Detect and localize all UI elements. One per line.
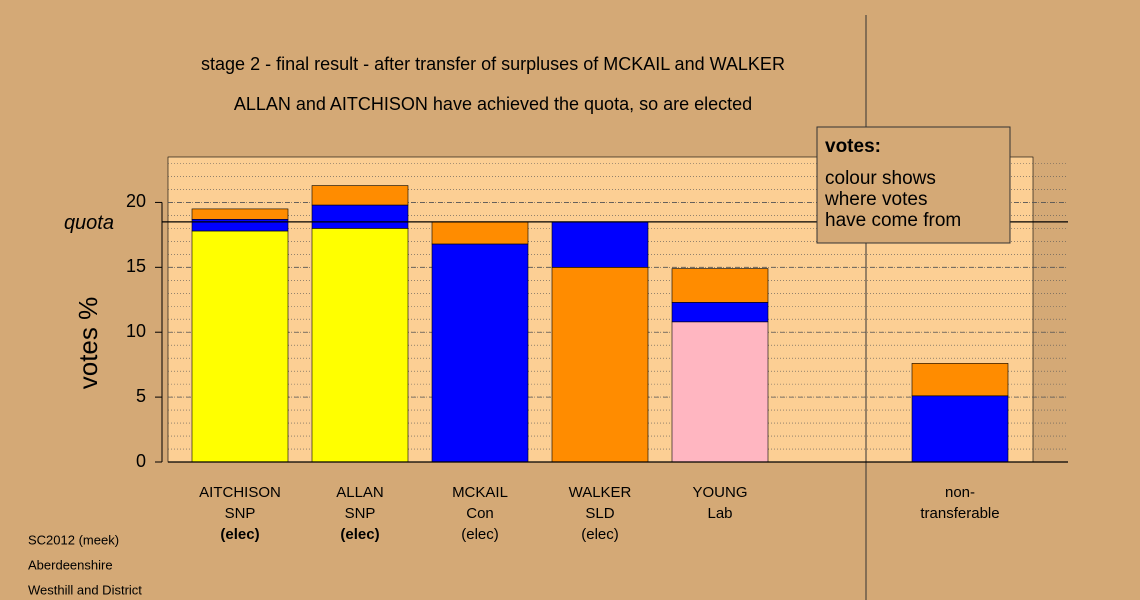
x-tick-label: ALLAN [336,484,384,501]
y-tick-label: 0 [136,451,146,471]
bar-segment [191,208,289,220]
chart-title: stage 2 - final result - after transfer … [201,54,785,74]
bar-segment [311,204,409,229]
y-tick-label: 5 [136,386,146,406]
bar-segment [311,185,409,206]
x-tick-label: Con [466,505,494,522]
chart-subtitle: ALLAN and AITCHISON have achieved the qu… [234,94,752,114]
plot: 0 5 10 15 20 AITCHISON SNP (elec) ALLAN SNP (elec)… [64,163,1068,543]
bar-segment [911,363,1009,397]
bar-segment [671,321,769,463]
bar-segment [311,228,409,463]
bar-segment [551,221,649,268]
x-tick-label: SNP [225,505,256,522]
y-tick-label: 20 [126,191,146,211]
bar-segment [671,302,769,323]
bar-segment [911,395,1009,463]
x-tick-label: SNP [345,505,376,522]
bar-segment [191,230,289,463]
footer-text: Westhill and District [28,582,142,597]
bar-segment [191,218,289,232]
legend-box [816,126,1011,244]
bar-segment [431,243,529,463]
legend-text: colour shows [825,168,936,189]
x-tick-label: transferable [920,505,999,522]
x-tick-status: (elec) [220,526,259,543]
y-axis-label: votes % [73,297,103,390]
bar-segment [671,268,769,303]
bar-segment [431,221,529,245]
x-tick-label: SLD [585,505,614,522]
y-tick-label: 10 [126,321,146,341]
x-tick-status: (elec) [581,526,619,543]
footer-text: SC2012 (meek) [28,532,119,547]
quota-label: quota [64,212,114,234]
x-tick-label: Lab [707,505,732,522]
footer-text: Aberdeenshire [28,557,113,572]
bar-segment [551,267,649,463]
x-tick-status: (elec) [461,526,499,543]
x-tick-label: WALKER [569,484,632,501]
x-tick-status: (elec) [340,526,379,543]
x-tick-label: MCKAIL [452,484,508,501]
legend-text: where votes [824,189,927,210]
x-tick-label: YOUNG [692,484,747,501]
x-tick-label: AITCHISON [199,484,281,501]
y-tick-label: 15 [126,256,146,276]
legend-title: votes: [825,136,881,157]
legend-text: have come from [825,210,961,231]
x-tick-label: non- [945,484,975,501]
